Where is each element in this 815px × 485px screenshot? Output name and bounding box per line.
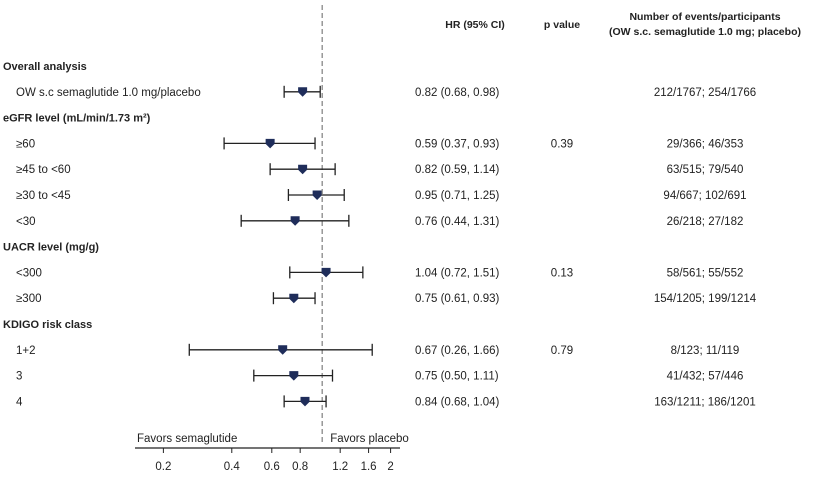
subgroup-label: 1+2 xyxy=(16,345,36,357)
events-value: 94/667; 102/691 xyxy=(663,190,746,202)
hr-marker xyxy=(298,164,308,175)
hr-ci-value: 0.75 (0.50, 1.11) xyxy=(415,371,499,383)
hr-marker xyxy=(321,267,331,278)
events-column-header: Number of events/participants xyxy=(629,11,780,23)
events-value: 8/123; 11/119 xyxy=(671,345,740,357)
hr-column-header: HR (95% CI) xyxy=(445,19,505,31)
events-value: 58/561; 55/552 xyxy=(667,267,744,279)
hr-marker xyxy=(278,345,288,355)
hr-ci-value: 0.82 (0.59, 1.14) xyxy=(415,164,500,176)
section-label: eGFR level (mL/min/1.73 m²) xyxy=(3,113,151,125)
events-value: 163/1211; 186/1201 xyxy=(654,396,755,408)
tick-label: 2 xyxy=(387,461,393,473)
hr-marker xyxy=(289,371,299,381)
subgroup-label: <300 xyxy=(16,267,42,279)
subgroup-label: OW s.c semaglutide 1.0 mg/placebo xyxy=(16,87,201,99)
subgroup-label: 3 xyxy=(16,371,22,383)
x-axis: 0.2 0.4 0.6 0.8 1.2 1.6 2 xyxy=(135,447,400,473)
hr-marker xyxy=(312,190,322,200)
hr-ci-value: 0.75 (0.61, 0.93) xyxy=(415,293,500,305)
subgroup-label: ≥300 xyxy=(16,293,42,305)
hr-ci-value: 0.82 (0.68, 0.98) xyxy=(415,87,500,99)
favors-semaglutide-label: Favors semaglutide xyxy=(137,433,237,445)
tick-label: 1.6 xyxy=(361,461,377,473)
forest-rows: Overall analysis OW s.c semaglutide 1.0 m… xyxy=(3,61,757,408)
tick-label: 0.8 xyxy=(292,461,308,473)
p-value: 0.39 xyxy=(551,138,573,150)
favors-placebo-label: Favors placebo xyxy=(330,433,409,445)
p-value: 0.79 xyxy=(551,345,573,357)
events-value: 41/432; 57/446 xyxy=(667,371,744,383)
hr-marker xyxy=(265,138,275,149)
subgroup-label: ≥30 to <45 xyxy=(16,190,71,202)
p-value-column-header: p value xyxy=(544,19,580,31)
subgroup-label: ≥60 xyxy=(16,138,35,150)
subgroup-label: <30 xyxy=(16,216,36,228)
tick-label: 0.2 xyxy=(155,461,171,473)
hr-ci-value: 0.59 (0.37, 0.93) xyxy=(415,138,500,150)
events-column-subheader: (OW s.c. semaglutide 1.0 mg; placebo) xyxy=(609,26,801,38)
hr-ci-value: 0.67 (0.26, 1.66) xyxy=(415,345,500,357)
subgroup-label: 4 xyxy=(16,396,23,408)
p-value: 0.13 xyxy=(551,267,573,279)
section-label: UACR level (mg/g) xyxy=(3,242,99,254)
hr-marker xyxy=(300,396,310,407)
hr-ci-value: 1.04 (0.72, 1.51) xyxy=(415,267,500,279)
hr-ci-value: 0.95 (0.71, 1.25) xyxy=(415,190,500,202)
events-value: 29/366; 46/353 xyxy=(667,138,744,150)
tick-label: 1.2 xyxy=(332,461,348,473)
events-value: 63/515; 79/540 xyxy=(667,164,744,176)
section-label: Overall analysis xyxy=(3,61,87,73)
section-label: KDIGO risk class xyxy=(3,319,92,331)
column-headers: HR (95% CI) p value Number of events/par… xyxy=(445,11,801,38)
events-value: 26/218; 27/182 xyxy=(667,216,744,228)
hr-marker xyxy=(289,293,299,304)
tick-label: 0.6 xyxy=(264,461,280,473)
hr-marker xyxy=(290,216,300,226)
events-value: 154/1205; 199/1214 xyxy=(654,293,757,305)
hr-ci-value: 0.76 (0.44, 1.31) xyxy=(415,216,500,228)
events-value: 212/1767; 254/1766 xyxy=(654,87,756,99)
subgroup-label: ≥45 to <60 xyxy=(16,164,71,176)
tick-label: 0.4 xyxy=(224,461,241,473)
hr-ci-value: 0.84 (0.68, 1.04) xyxy=(415,396,500,408)
hr-marker xyxy=(298,87,308,97)
